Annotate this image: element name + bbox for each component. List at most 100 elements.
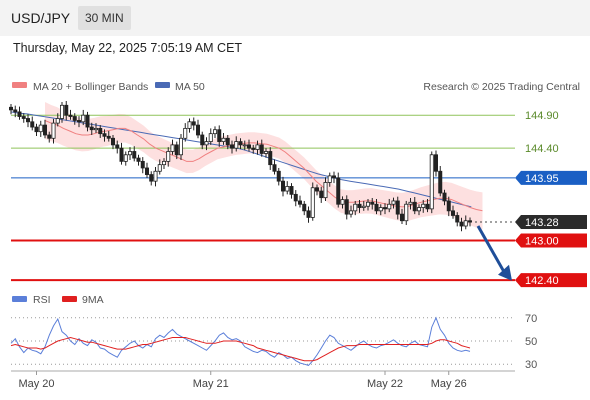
candle-body [268,151,273,166]
candle [234,136,239,152]
candle-body [463,220,468,227]
candle-body [361,205,366,208]
candle [174,141,179,160]
candle-body [34,126,39,133]
candle-body [438,170,443,194]
candle [212,126,217,138]
research-credit: Research © 2025 Trading Central [423,81,580,93]
candle [140,157,145,174]
candle-body [123,154,128,162]
candle-body [404,203,409,222]
candle [170,139,175,155]
candle-body [382,207,387,210]
candle-body [55,118,60,124]
candle [200,131,205,150]
symbol-title: USD/JPY [11,10,71,26]
level-tag-143.28 [515,215,587,230]
candle-body [302,203,307,212]
candle-body [395,200,400,215]
candle-body [365,201,370,207]
candle [187,118,192,133]
candle [365,198,370,211]
candle [217,125,222,147]
candle-body [433,154,438,172]
candle-body [280,180,285,192]
candle [416,204,421,216]
candle [289,183,294,199]
candle [259,139,264,157]
candle [323,177,328,201]
candle [421,199,426,213]
candle-body [140,160,145,169]
candle [336,172,341,208]
x-tick-label-may-21: May 21 [193,378,229,390]
candle-body [144,167,149,175]
candle [119,142,124,165]
candle [276,167,281,186]
candle-body [425,203,430,210]
candle-body [323,182,328,199]
candle-body [212,129,217,135]
candle-body [72,116,77,121]
candle-body [297,200,302,205]
level-tag-143.95 [515,170,587,185]
rsi-tick-label-50: 50 [525,336,537,348]
interval-button[interactable]: 30 MIN [78,6,131,30]
ma50-legend-label: MA 50 [175,81,205,93]
x-tick-label-may-26: May 26 [431,378,467,390]
candle [229,140,234,154]
candle [374,198,379,215]
candle [353,200,358,216]
candle [263,148,268,158]
candle-body [348,210,353,215]
candle-body [132,151,137,159]
candle-body [416,207,421,212]
candle [238,138,243,150]
candle [21,113,26,123]
candle-body [442,192,447,202]
candle-body [191,121,196,126]
candle-body [255,144,260,150]
candle-body [21,116,26,119]
x-axis: May 20 May 21 May 22 May 26 [11,370,515,390]
candle [89,122,94,135]
candle [166,147,171,167]
candle-body [119,147,124,162]
candle [459,217,464,232]
candle [242,140,247,151]
rsi-ma-line [10,336,471,362]
candle [314,184,319,196]
level-label-144.40: 144.40 [525,143,559,155]
candle-body [30,121,35,128]
candle [438,165,443,197]
candle [183,123,188,142]
candle-body [111,137,116,146]
candle-body [153,170,158,182]
level-labels: 144.90 144.40 143.95 143.28 143.00 142.40 [515,110,587,288]
candle [225,134,230,150]
candle-body [183,127,188,139]
candle [297,195,302,208]
candle [357,199,362,213]
candle-body [251,147,256,150]
candle-body [98,127,103,135]
candle-body [408,201,413,205]
forecast-arrow [476,225,512,281]
candle [293,190,298,207]
candle [340,196,345,209]
candle [13,105,18,118]
candle [64,101,69,121]
candle-body [38,124,43,133]
candle-body [272,164,277,172]
candle [17,106,22,120]
candle-body [77,120,82,123]
candle [361,200,366,211]
candle-body [195,124,200,136]
candle-body [336,177,341,205]
candle-body [378,207,383,212]
candle [404,200,409,226]
candle [387,198,392,213]
rsi-lines [10,316,471,366]
candle [327,172,332,187]
x-tick-label-may-20: May 20 [18,378,54,390]
